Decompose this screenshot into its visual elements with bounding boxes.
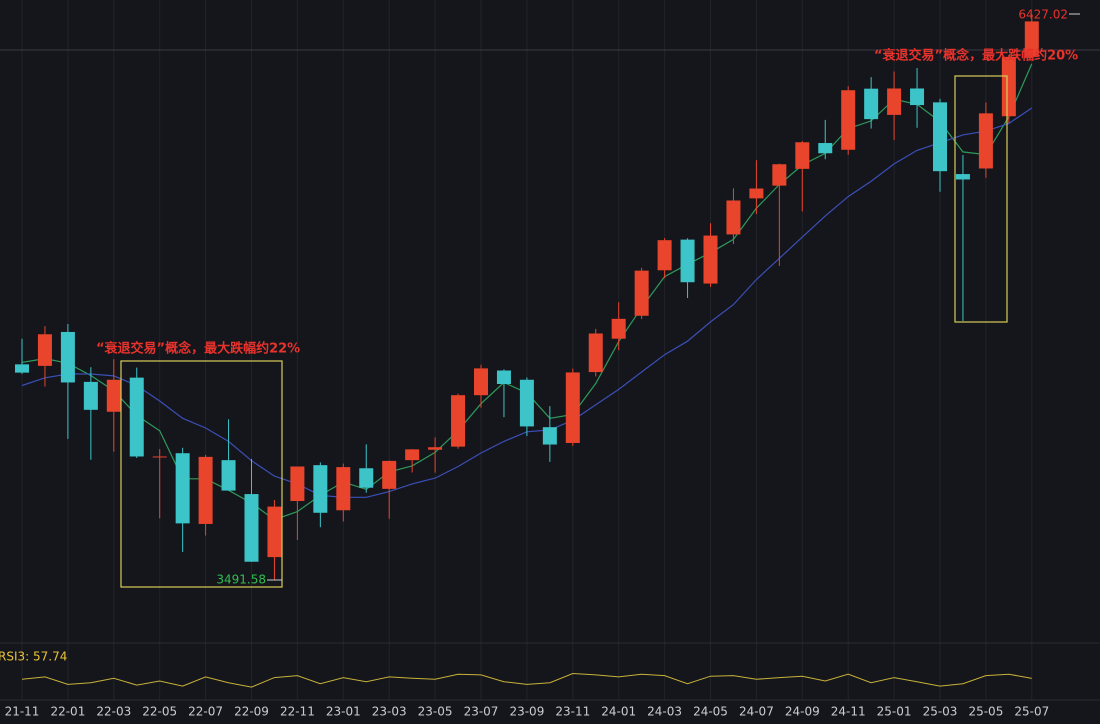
candle-body — [1024, 21, 1039, 57]
candle-body — [864, 88, 879, 120]
x-tick-label: 24-01 — [601, 705, 636, 719]
x-axis: 21-11 22-01 22-03 22-05 22-07 22-09 22-11 23-01… — [5, 705, 1050, 719]
x-tick-label: 25-03 — [923, 705, 958, 719]
x-tick-label: 23-03 — [372, 705, 407, 719]
x-tick-label: 23-11 — [555, 705, 590, 719]
candle-body — [152, 456, 167, 458]
x-tick-label: 24-05 — [693, 705, 728, 719]
x-tick-label: 25-01 — [877, 705, 912, 719]
candle-body — [611, 318, 626, 339]
x-tick-label: 22-03 — [96, 705, 131, 719]
max-label: 6427.02 — [1018, 8, 1068, 22]
candle-body — [565, 372, 580, 443]
x-tick-label: 21-11 — [5, 705, 40, 719]
annotation: “衰退交易”概念，最大跌幅约20% — [874, 48, 1078, 64]
x-tick-label: 22-01 — [50, 705, 85, 719]
x-tick-label: 23-01 — [326, 705, 361, 719]
candle-body — [887, 88, 902, 115]
rsi-line — [21, 672, 1032, 688]
candle-body — [83, 381, 98, 410]
candle-body — [703, 235, 718, 284]
candle-body — [405, 449, 420, 461]
candle-body — [106, 379, 121, 412]
candle-body — [60, 331, 75, 383]
x-tick-label: 24-07 — [739, 705, 774, 719]
x-tick-label: 25-05 — [968, 705, 1003, 719]
candle-body — [267, 506, 282, 558]
candle-body — [795, 142, 810, 169]
candles — [15, 14, 1039, 580]
rsi-label: RSI3: 57.74 — [0, 650, 67, 664]
candle-body — [910, 88, 925, 106]
x-tick-label: 24-03 — [647, 705, 682, 719]
candle-body — [588, 333, 603, 373]
x-tick-label: 23-05 — [418, 705, 453, 719]
candle-body — [726, 200, 741, 235]
x-tick-label: 22-11 — [280, 705, 315, 719]
candle-body — [15, 364, 29, 373]
x-tick-label: 24-11 — [831, 705, 866, 719]
candle-body — [634, 270, 649, 316]
candle-body — [129, 377, 144, 457]
candle-body — [841, 90, 856, 150]
candle-body — [955, 174, 970, 180]
annotation: “衰退交易”概念，最大跌幅约22% — [96, 341, 300, 357]
candle-body — [680, 239, 695, 283]
candle-body — [37, 334, 52, 366]
candle-body — [428, 447, 443, 450]
min-label: 3491.58 — [216, 573, 266, 587]
candle-body — [336, 467, 351, 511]
highlight-box — [120, 360, 283, 588]
candle-body — [978, 113, 993, 169]
grid — [21, 0, 1033, 700]
candle-body — [221, 460, 236, 491]
x-tick-label: 23-09 — [509, 705, 544, 719]
x-tick-label: 22-07 — [188, 705, 223, 719]
candle-body — [496, 370, 511, 384]
candle-body — [772, 164, 787, 186]
highlight-box — [954, 75, 1008, 323]
x-tick-label: 25-07 — [1014, 705, 1049, 719]
candle-body — [290, 466, 305, 502]
x-tick-label: 22-09 — [234, 705, 269, 719]
rsi-panel — [21, 672, 1032, 688]
candle-body — [542, 427, 557, 445]
candle-body — [519, 379, 534, 427]
candle-body — [359, 468, 374, 488]
x-tick-label: 24-09 — [785, 705, 820, 719]
x-tick-label: 23-07 — [464, 705, 499, 719]
x-tick-label: 22-05 — [142, 705, 177, 719]
candle-body — [175, 453, 190, 524]
candle-body — [382, 460, 397, 489]
candle-body — [657, 240, 672, 271]
candle-body — [749, 188, 764, 199]
candle-body — [244, 494, 259, 562]
candle-body — [474, 368, 488, 396]
candle-body — [933, 102, 947, 172]
candle-body — [818, 143, 833, 154]
candle-body — [1001, 56, 1016, 117]
candle-body — [451, 395, 466, 447]
candle-body — [313, 465, 328, 513]
candle-body — [198, 456, 213, 524]
